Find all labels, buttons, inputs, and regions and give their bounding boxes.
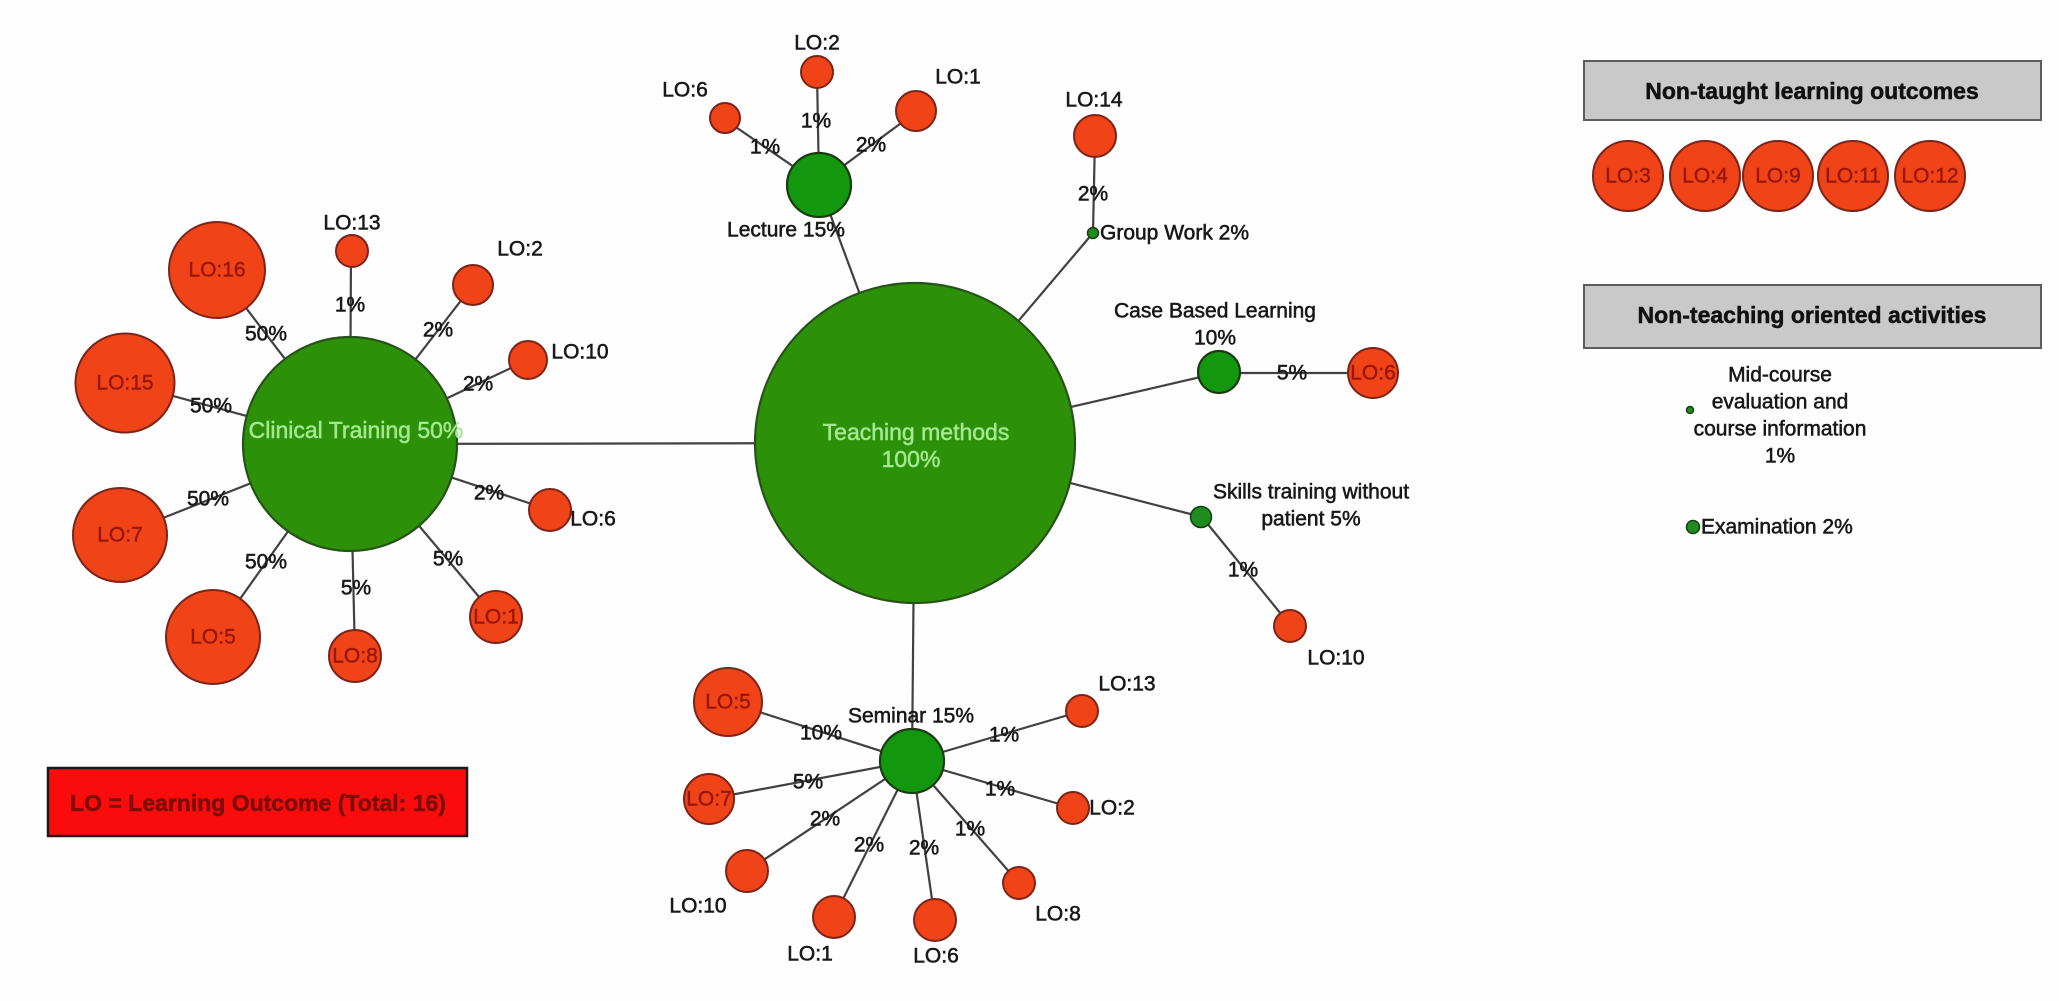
- svg-text:LO:5: LO:5: [190, 626, 236, 649]
- svg-text:LO:9: LO:9: [1755, 165, 1801, 188]
- svg-text:50%: 50%: [187, 488, 229, 511]
- svg-text:2%: 2%: [854, 834, 884, 857]
- svg-text:Mid-course: Mid-course: [1728, 364, 1832, 387]
- svg-text:LO:10: LO:10: [669, 895, 726, 918]
- svg-text:LO:6: LO:6: [913, 945, 959, 968]
- svg-text:LO:1: LO:1: [787, 943, 833, 966]
- svg-text:Examination 2%: Examination 2%: [1701, 516, 1853, 539]
- svg-text:LO:14: LO:14: [1065, 89, 1123, 112]
- svg-text:1%: 1%: [989, 724, 1019, 747]
- svg-text:LO = Learning Outcome (Total:: LO = Learning Outcome (Total: 16): [70, 790, 446, 816]
- svg-text:LO:2: LO:2: [794, 32, 840, 55]
- svg-text:Skills training without: Skills training without: [1213, 481, 1409, 504]
- svg-text:LO:10: LO:10: [551, 341, 608, 364]
- svg-text:patient 5%: patient 5%: [1261, 508, 1360, 531]
- svg-text:2%: 2%: [1078, 183, 1108, 206]
- svg-text:LO:6: LO:6: [662, 79, 708, 102]
- svg-text:50%: 50%: [245, 323, 287, 346]
- svg-text:100%: 100%: [882, 446, 941, 472]
- svg-text:1%: 1%: [750, 136, 780, 159]
- svg-text:2%: 2%: [909, 837, 939, 860]
- svg-text:2%: 2%: [810, 808, 840, 831]
- svg-text:1%: 1%: [955, 818, 985, 841]
- svg-text:1%: 1%: [1228, 559, 1258, 582]
- svg-text:Non-taught learning outcomes: Non-taught learning outcomes: [1645, 78, 1979, 104]
- svg-text:10%: 10%: [1194, 327, 1236, 350]
- svg-text:LO:1: LO:1: [473, 606, 519, 629]
- svg-text:LO:2: LO:2: [497, 238, 543, 261]
- svg-text:LO:12: LO:12: [1901, 165, 1958, 188]
- svg-text:LO:5: LO:5: [705, 691, 751, 714]
- svg-text:Non-teaching oriented activiti: Non-teaching oriented activities: [1638, 302, 1987, 328]
- svg-text:5%: 5%: [433, 548, 463, 571]
- svg-text:10%: 10%: [800, 722, 842, 745]
- svg-text:Seminar 15%: Seminar 15%: [848, 705, 974, 728]
- svg-text:LO:4: LO:4: [1682, 165, 1728, 188]
- svg-text:LO:10: LO:10: [1307, 647, 1364, 670]
- svg-text:1%: 1%: [335, 294, 365, 317]
- svg-text:5%: 5%: [1277, 362, 1307, 385]
- svg-text:LO:13: LO:13: [1098, 673, 1155, 696]
- svg-text:Teaching methods: Teaching methods: [823, 419, 1010, 445]
- svg-text:LO:1: LO:1: [935, 66, 981, 89]
- svg-text:LO:8: LO:8: [332, 645, 378, 668]
- svg-text:1%: 1%: [801, 110, 831, 133]
- svg-text:Lecture 15%: Lecture 15%: [727, 219, 845, 242]
- svg-text:LO:16: LO:16: [188, 259, 245, 282]
- svg-text:50%: 50%: [190, 395, 232, 418]
- svg-text:2%: 2%: [474, 482, 504, 505]
- svg-text:5%: 5%: [793, 771, 823, 794]
- svg-text:LO:6: LO:6: [1350, 362, 1396, 385]
- svg-text:2%: 2%: [856, 134, 886, 157]
- svg-text:LO:3: LO:3: [1605, 165, 1651, 188]
- svg-text:LO:15: LO:15: [96, 372, 153, 395]
- svg-text:LO:7: LO:7: [97, 524, 143, 547]
- svg-text:5%: 5%: [341, 577, 371, 600]
- svg-text:LO:2: LO:2: [1089, 797, 1135, 820]
- svg-text:50%: 50%: [245, 551, 287, 574]
- svg-text:LO:11: LO:11: [1825, 165, 1881, 188]
- svg-text:Case Based Learning: Case Based Learning: [1114, 300, 1316, 323]
- svg-text:1%: 1%: [985, 778, 1015, 801]
- svg-text:1%: 1%: [1765, 445, 1795, 468]
- svg-text:course information: course information: [1694, 418, 1867, 441]
- svg-text:LO:6: LO:6: [570, 508, 616, 531]
- svg-text:2%: 2%: [463, 373, 493, 396]
- svg-text:LO:7: LO:7: [686, 788, 732, 811]
- svg-text:LO:8: LO:8: [1035, 903, 1081, 926]
- svg-text:LO:13: LO:13: [323, 212, 380, 235]
- svg-text:2%: 2%: [423, 319, 453, 342]
- svg-text:Group Work 2%: Group Work 2%: [1100, 222, 1249, 245]
- svg-text:Clinical Training 50%: Clinical Training 50%: [249, 417, 464, 443]
- svg-text:evaluation and: evaluation and: [1712, 391, 1849, 414]
